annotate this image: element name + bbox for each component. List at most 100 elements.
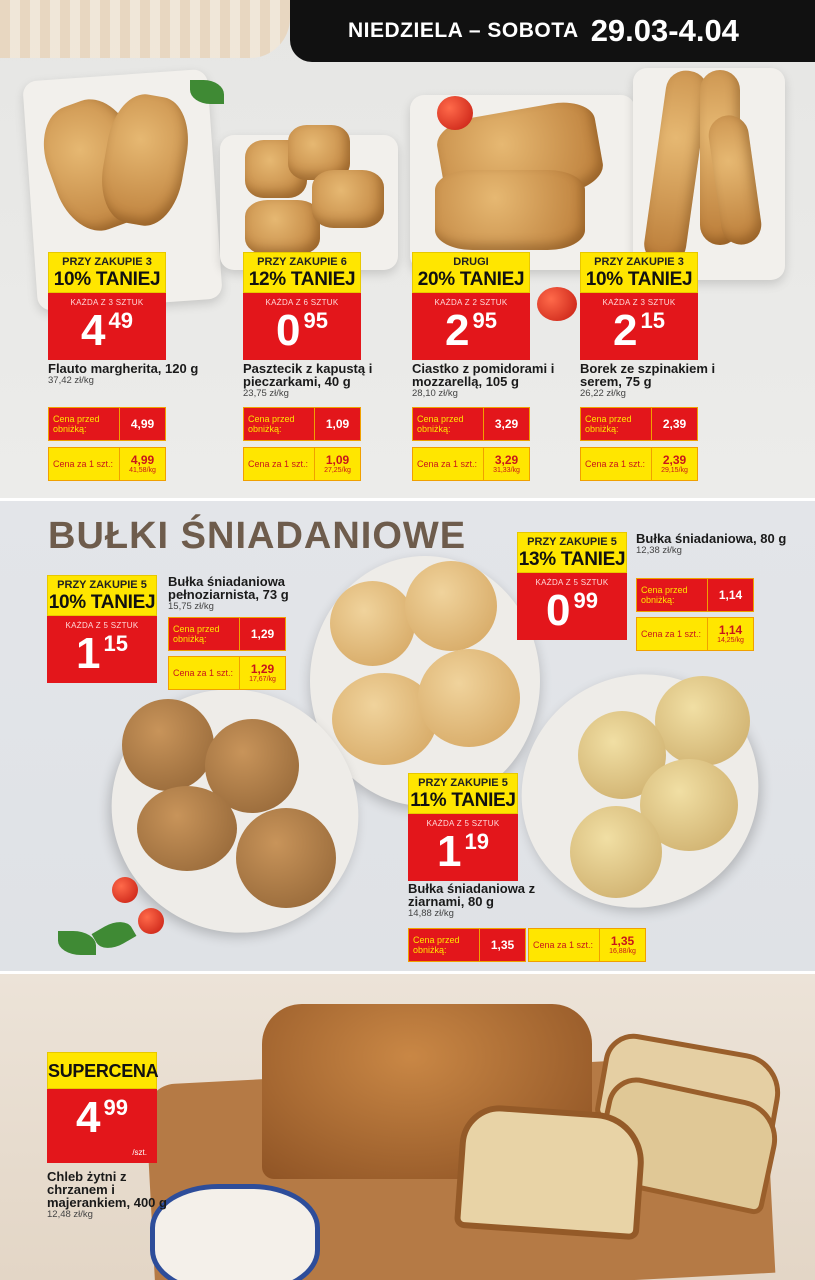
label: Cena przed obniżką: [173, 624, 220, 644]
promo-each: KAŻDA Z 5 SZTUK [535, 578, 609, 587]
value: 4,99 [119, 408, 165, 440]
price: 2 95 [445, 307, 497, 355]
product-title: Bułka śniadaniowa, 80 g [636, 531, 787, 546]
promo-condition: PRZY ZAKUPIE 5 [57, 579, 147, 591]
roll-image [405, 561, 497, 651]
unit-price: Cena za 1 szt.: 2,39 29,15/kg [580, 447, 698, 481]
price-decimal: 99 [103, 1095, 128, 1120]
price-before-discount: Cena przed obniżką: 1,35 [408, 928, 526, 962]
label: Cena za 1 szt.: [173, 668, 234, 678]
value: 2,39 [651, 408, 697, 440]
price-per-kg: 28,10 zł/kg [412, 388, 458, 399]
price-integer: 1 [437, 827, 462, 876]
label: Cena za 1 szt.: [585, 459, 646, 469]
value: 1,29 [239, 618, 285, 650]
tablecloth-image [0, 0, 290, 58]
price: 1 15 [76, 630, 128, 678]
price-decimal: 49 [108, 308, 133, 333]
promo-discount: 10% TANIEJ [53, 269, 161, 290]
price-unit: /szt. [132, 1148, 147, 1157]
promo-condition: PRZY ZAKUPIE 6 [257, 256, 347, 268]
promo-badge: PRZY ZAKUPIE 5 10% TANIEJ KAŻDA Z 5 SZTU… [47, 575, 157, 683]
promo-header: PRZY ZAKUPIE 6 12% TANIEJ [243, 252, 361, 293]
price-before-discount: Cena przed obniżką: 2,39 [580, 407, 698, 441]
price-integer: 2 [445, 306, 470, 355]
price: 0 95 [276, 307, 328, 355]
promo-each: KAŻDA Z 3 SZTUK [70, 298, 144, 307]
label: Cena przed obniżką: [413, 935, 460, 955]
promo-discount: SUPERCENA [48, 1061, 159, 1081]
product-title: Bułka śniadaniowa z ziarnami, 80 g [408, 881, 536, 909]
price-integer: 4 [81, 306, 106, 355]
value: 3,29 31,33/kg [483, 448, 529, 480]
price-integer: 1 [76, 629, 101, 678]
product-name: Borek ze szpinakiem i serem, 75 g 26,22 z… [580, 362, 738, 400]
promo-discount: 10% TANIEJ [585, 269, 693, 290]
price: 4 99 [76, 1094, 128, 1142]
price-box: KAŻDA Z 3 SZTUK 2 15 [580, 293, 698, 360]
product-name: Chleb żytni z chrzanem i majerankiem, 40… [47, 1170, 172, 1221]
promo-badge: DRUGI 20% TANIEJ KAŻDA Z 2 SZTUK 2 95 [412, 252, 530, 360]
unit-price-per-kg: 27,25/kg [324, 466, 351, 474]
price-integer: 4 [76, 1093, 101, 1142]
unit-price: Cena za 1 szt.: 1,29 17,67/kg [168, 656, 286, 690]
unit-price-value: 2,39 [662, 452, 687, 467]
unit-price: Cena za 1 szt.: 3,29 31,33/kg [412, 447, 530, 481]
label: Cena za 1 szt.: [533, 940, 594, 950]
unit-price: Cena za 1 szt.: 1,14 14,25/kg [636, 617, 754, 651]
value: 1,09 [314, 408, 360, 440]
price-integer: 2 [613, 306, 638, 355]
unit-price: Cena za 1 szt.: 1,35 16,88/kg [528, 928, 646, 962]
label: Cena przed obniżką: [53, 414, 100, 434]
unit-price: Cena za 1 szt.: 4,99 41,58/kg [48, 447, 166, 481]
label: Cena przed obniżką: [585, 414, 632, 434]
promo-each: KAŻDA Z 2 SZTUK [434, 298, 508, 307]
product-title: Ciastko z pomidorami i mozzarellą, 105 g [412, 361, 555, 389]
label: Cena przed obniżką: [248, 414, 295, 434]
tomato-image [112, 877, 138, 903]
price-box: 4 99 /szt. [47, 1089, 157, 1163]
price-per-kg: 23,75 zł/kg [243, 388, 289, 399]
promo-discount: 20% TANIEJ [417, 269, 525, 290]
price-box: KAŻDA Z 5 SZTUK 1 15 [47, 616, 157, 683]
product-name: Bułka śniadaniowa, 80 g 12,38 zł/kg [636, 532, 801, 557]
promo-header: SUPERCENA [47, 1052, 159, 1089]
promo-badge: PRZY ZAKUPIE 3 10% TANIEJ KAŻDA Z 3 SZTU… [48, 252, 166, 360]
price-per-kg: 26,22 zł/kg [580, 388, 626, 399]
price-per-kg: 14,88 zł/kg [408, 908, 454, 919]
label: Cena za 1 szt.: [53, 459, 114, 469]
wholegrain-roll-image [122, 699, 214, 791]
basil-image [58, 931, 96, 955]
price-decimal: 95 [303, 308, 328, 333]
section-title: BUŁKI ŚNIADANIOWE [48, 515, 467, 557]
promo-header: PRZY ZAKUPIE 5 13% TANIEJ [517, 532, 627, 573]
unit-price-per-kg: 17,67/kg [249, 675, 276, 683]
horseradish-bowl-image [150, 1184, 320, 1280]
unit-price-per-kg: 31,33/kg [493, 466, 520, 474]
promo-condition: PRZY ZAKUPIE 3 [62, 256, 152, 268]
tomato-image [138, 908, 164, 934]
promo-each: KAŻDA Z 6 SZTUK [265, 298, 339, 307]
price-decimal: 95 [472, 308, 497, 333]
unit-price-value: 4,99 [130, 452, 155, 467]
promo-discount: 12% TANIEJ [248, 269, 356, 290]
price: 2 15 [613, 307, 665, 355]
price: 1 19 [437, 828, 489, 876]
tomato-image [537, 287, 577, 321]
unit-price-per-kg: 29,15/kg [661, 466, 688, 474]
label: Cena za 1 szt.: [417, 459, 478, 469]
promo-discount: 10% TANIEJ [48, 592, 156, 613]
roll-image [330, 581, 415, 666]
price-box: KAŻDA Z 5 SZTUK 1 19 [408, 814, 518, 881]
price-before-discount: Cena przed obniżką: 1,29 [168, 617, 286, 651]
price-before-discount: Cena przed obniżką: 3,29 [412, 407, 530, 441]
basil-image [91, 915, 137, 955]
wholegrain-roll-image [137, 786, 237, 871]
promo-badge: PRZY ZAKUPIE 6 12% TANIEJ KAŻDA Z 6 SZTU… [243, 252, 361, 360]
price-box: KAŻDA Z 2 SZTUK 2 95 [412, 293, 530, 360]
date-days: NIEDZIELA – SOBOTA [348, 19, 579, 42]
price-box: KAŻDA Z 5 SZTUK 0 99 [517, 573, 627, 640]
pasztecik-image [312, 170, 384, 228]
unit-price-per-kg: 16,88/kg [609, 947, 636, 955]
